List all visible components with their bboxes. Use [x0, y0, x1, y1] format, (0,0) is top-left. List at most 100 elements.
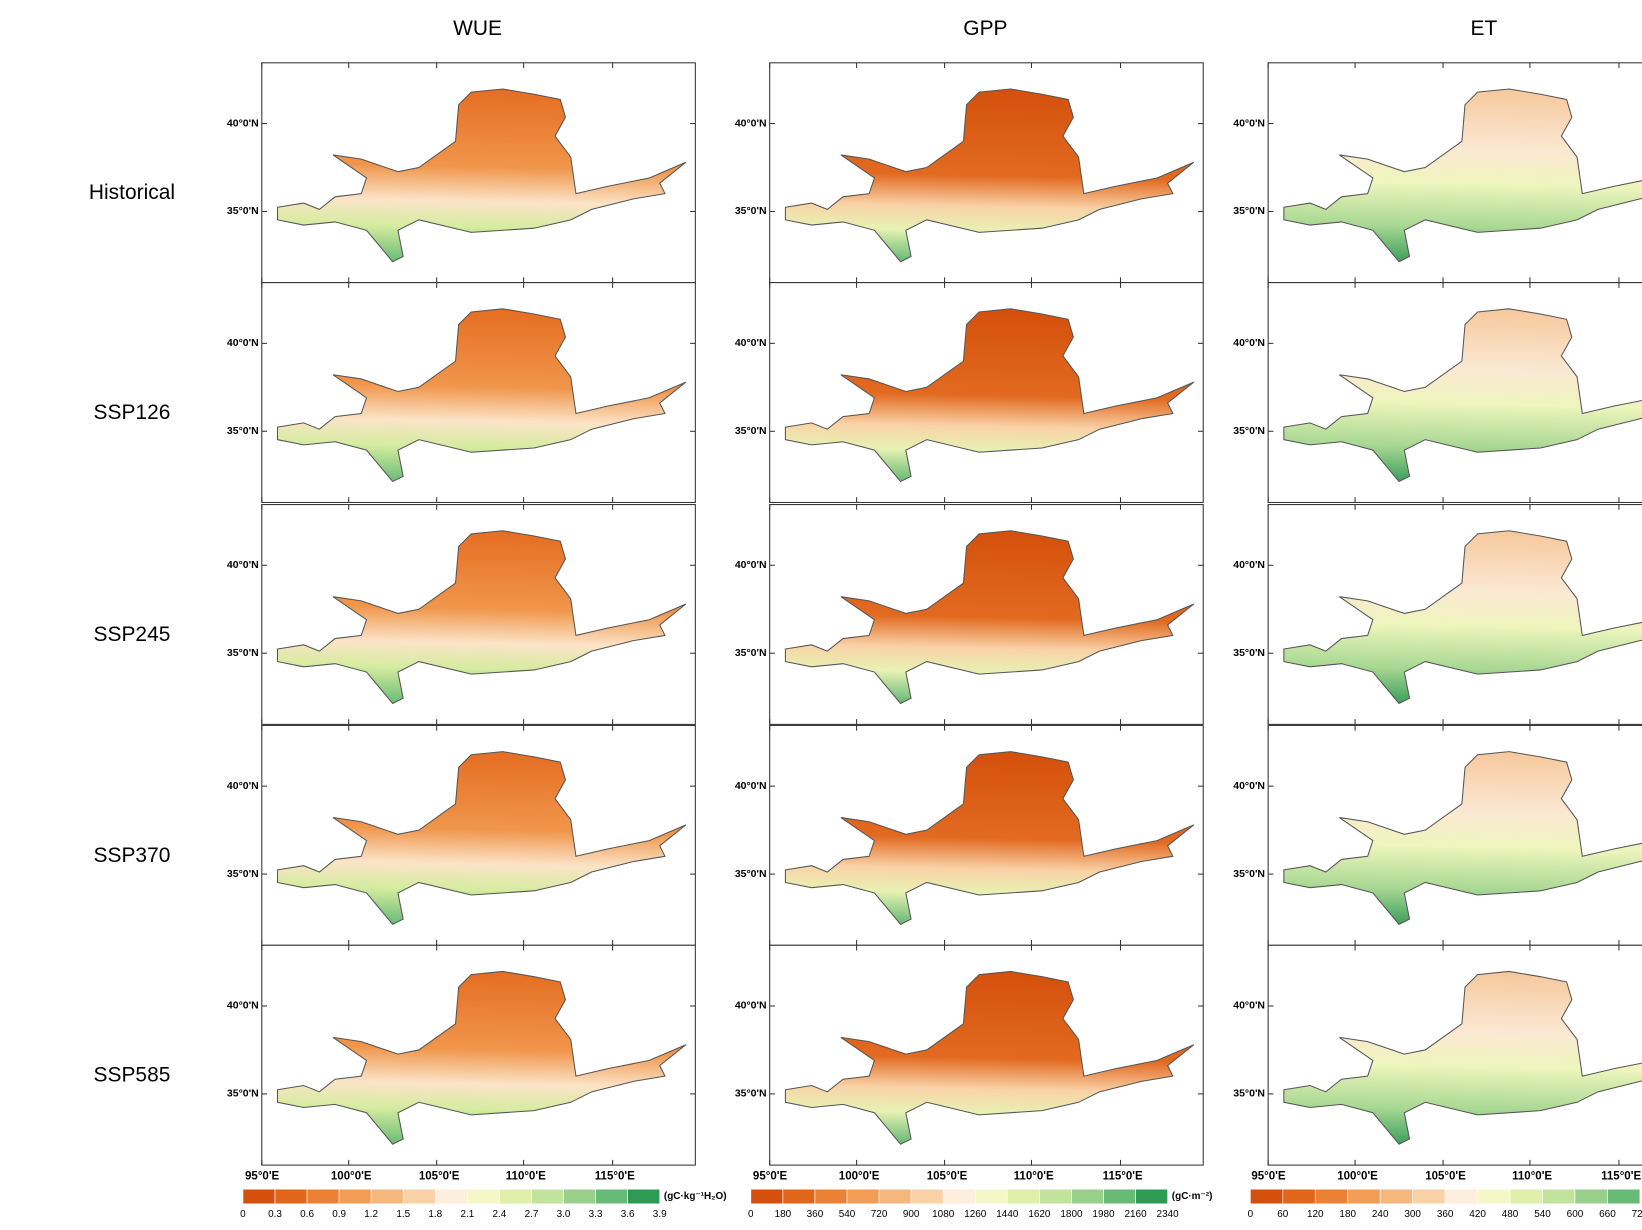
lat-label: 35°0'N — [735, 426, 767, 437]
lat-label: 35°0'N — [227, 648, 259, 659]
lat-label: 35°0'N — [1233, 1089, 1265, 1100]
colorbar-tick: 2160 — [1125, 1209, 1148, 1220]
colorbar-swatch — [402, 1188, 436, 1205]
column-title: ET — [1470, 17, 1497, 40]
colorbar-tick: 0 — [748, 1209, 754, 1220]
colorbar-swatch — [1509, 1188, 1543, 1205]
colorbar-tick: 1260 — [964, 1209, 987, 1220]
lat-label: 35°0'N — [227, 1089, 259, 1100]
colorbar-swatch — [1007, 1188, 1040, 1205]
colorbar-swatch — [942, 1188, 976, 1205]
row-label: SSP585 — [94, 1064, 171, 1087]
colorbar-tick: 420 — [1469, 1209, 1486, 1220]
colorbar-tick: 300 — [1404, 1209, 1421, 1220]
column-title: GPP — [963, 17, 1007, 40]
lat-label: 35°0'N — [227, 426, 259, 437]
colorbar-tick: 60 — [1277, 1209, 1289, 1220]
lat-label: 40°0'N — [735, 338, 767, 349]
colorbar-swatch — [1135, 1188, 1168, 1205]
colorbar-swatch — [1542, 1188, 1576, 1205]
lon-label: 115°0'E — [1103, 1171, 1143, 1183]
colorbar-tick: 240 — [1372, 1209, 1389, 1220]
colorbar-tick: 2.4 — [493, 1209, 507, 1220]
lon-label: 100°0'E — [839, 1171, 880, 1183]
colorbar-swatch — [814, 1188, 848, 1205]
lat-label: 40°0'N — [735, 1001, 767, 1012]
colorbar-tick: 660 — [1599, 1209, 1616, 1220]
lat-label: 35°0'N — [735, 206, 767, 217]
colorbar-swatch — [974, 1188, 1008, 1205]
lat-label: 35°0'N — [227, 206, 259, 217]
colorbar-tick: 600 — [1567, 1209, 1584, 1220]
lat-label: 35°0'N — [1233, 426, 1265, 437]
lat-label: 35°0'N — [227, 869, 259, 880]
colorbar-tick: 1620 — [1028, 1209, 1051, 1220]
colorbar-tick: 3.6 — [621, 1209, 635, 1220]
lat-label: 35°0'N — [735, 869, 767, 880]
colorbar-tick: 1980 — [1092, 1209, 1115, 1220]
colorbar-tick: 3.3 — [589, 1209, 603, 1220]
colorbar-tick: 1800 — [1060, 1209, 1083, 1220]
lon-label: 110°0'E — [506, 1171, 546, 1183]
colorbar-tick: 360 — [807, 1209, 824, 1220]
colorbar-tick: 120 — [1307, 1209, 1324, 1220]
lon-label: 100°0'E — [331, 1171, 372, 1183]
colorbar-swatch — [878, 1188, 912, 1205]
colorbar-swatch — [1250, 1188, 1284, 1205]
colorbar-tick: 0.3 — [268, 1209, 282, 1220]
colorbar-tick: 720 — [1632, 1209, 1642, 1220]
lat-label: 40°0'N — [1233, 560, 1265, 571]
lat-label: 40°0'N — [735, 560, 767, 571]
lat-label: 35°0'N — [735, 1089, 767, 1100]
colorbar-tick: 540 — [1534, 1209, 1551, 1220]
colorbar-tick: 180 — [1339, 1209, 1356, 1220]
lat-label: 40°0'N — [1233, 118, 1265, 129]
colorbar-swatch — [563, 1188, 596, 1205]
colorbar-tick: 1440 — [996, 1209, 1019, 1220]
lat-label: 40°0'N — [735, 118, 767, 129]
lon-label: 105°0'E — [1425, 1171, 1466, 1183]
colorbar-swatch — [1039, 1188, 1072, 1205]
colorbar-swatch — [750, 1188, 784, 1205]
lon-label: 95°0'E — [753, 1171, 788, 1183]
row-label: SSP245 — [94, 623, 171, 646]
colorbar-swatch — [627, 1188, 661, 1205]
colorbar-swatch — [434, 1188, 468, 1205]
row-label: Historical — [89, 181, 175, 204]
lon-label: 105°0'E — [419, 1171, 460, 1183]
colorbar-swatch — [467, 1188, 500, 1205]
colorbar-swatch — [595, 1188, 628, 1205]
lon-label: 95°0'E — [1251, 1171, 1286, 1183]
lat-label: 40°0'N — [1233, 1001, 1265, 1012]
colorbar-swatch — [1347, 1188, 1381, 1205]
colorbar-unit: (gC·kg⁻¹H₂O) — [664, 1191, 727, 1202]
lon-label: 110°0'E — [1512, 1171, 1552, 1183]
colorbar-swatch — [1379, 1188, 1413, 1205]
colorbar-swatch — [274, 1188, 308, 1205]
lat-label: 40°0'N — [1233, 338, 1265, 349]
colorbar-tick: 0.9 — [332, 1209, 346, 1220]
colorbar-swatch — [499, 1188, 532, 1205]
colorbar-tick: 0 — [240, 1209, 246, 1220]
colorbar-swatch — [1412, 1188, 1446, 1205]
colorbar-swatch — [1103, 1188, 1136, 1205]
lon-label: 115°0'E — [595, 1171, 635, 1183]
colorbar-swatch — [1282, 1188, 1316, 1205]
colorbar-tick: 360 — [1437, 1209, 1454, 1220]
colorbar-tick: 2.1 — [460, 1209, 474, 1220]
lat-label: 40°0'N — [227, 560, 259, 571]
colorbar-tick: 1.2 — [364, 1209, 378, 1220]
colorbar-swatch — [782, 1188, 816, 1205]
colorbar-tick: 1.5 — [396, 1209, 410, 1220]
column-title: WUE — [453, 17, 502, 40]
colorbar-tick: 1.8 — [428, 1209, 442, 1220]
lat-label: 40°0'N — [1233, 781, 1265, 792]
lat-label: 40°0'N — [227, 1001, 259, 1012]
lon-label: 115°0'E — [1601, 1171, 1641, 1183]
colorbar-swatch — [910, 1188, 944, 1205]
colorbar-tick: 720 — [871, 1209, 888, 1220]
colorbar-tick: 0 — [1248, 1209, 1254, 1220]
colorbar-swatch — [306, 1188, 340, 1205]
colorbar-tick: 180 — [775, 1209, 792, 1220]
